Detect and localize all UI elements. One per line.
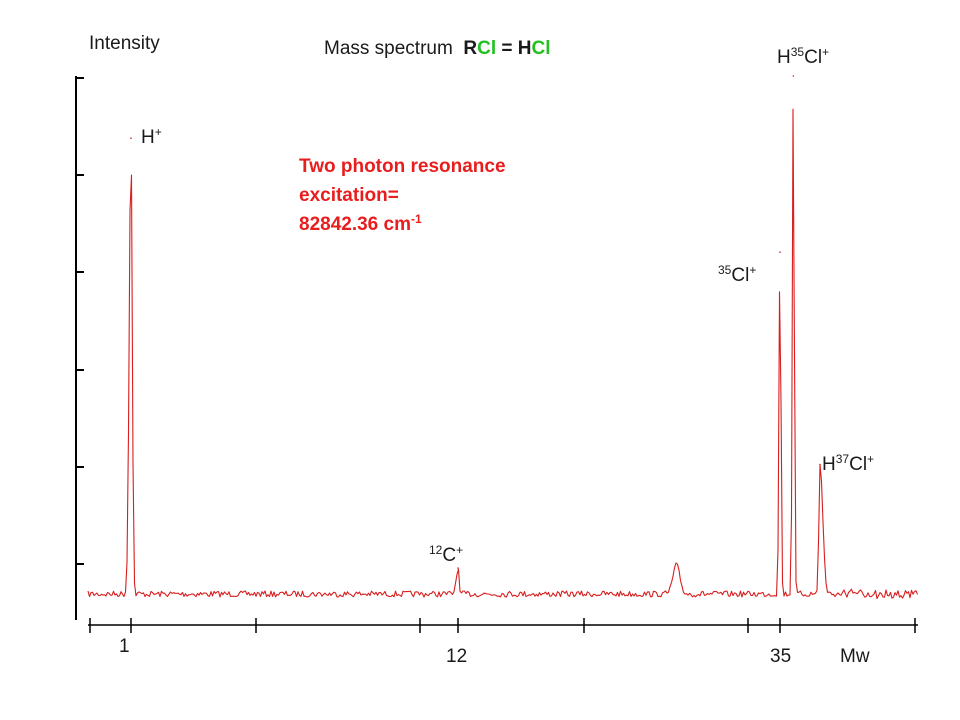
spectrum-line <box>87 108 919 600</box>
x-tick-label-12: 12 <box>446 646 468 667</box>
peak-apex-4 <box>819 463 821 466</box>
chart-axes <box>75 76 918 633</box>
title-formula-cl-2: Cl <box>531 38 551 59</box>
x-tick-label-35: 35 <box>770 646 792 667</box>
annotation-line-1: Two photon resonance <box>299 156 506 177</box>
annotation-value: 82842.36 cm <box>299 214 411 235</box>
peak-apex-3 <box>792 75 795 77</box>
title-text: Mass spectrum <box>324 38 453 59</box>
peak-apex-2 <box>779 251 781 253</box>
annotation-line-3: 82842.36 cm-1 <box>299 210 506 239</box>
title-formula-cl-1: Cl <box>477 38 497 59</box>
title-formula-r: R <box>463 38 478 59</box>
peak-label-h35cl-plus: H35Cl+ <box>777 45 830 68</box>
peak-label-c12-plus: 12C+ <box>429 543 464 566</box>
title-formula-eq: = H <box>496 38 532 59</box>
peak-label-h37cl-plus: H37Cl+ <box>822 452 875 475</box>
peak-apex-0 <box>130 137 132 139</box>
peak-label-h-plus: H+ <box>141 125 162 148</box>
peak-apex-1 <box>457 567 459 569</box>
y-axis-label: Intensity <box>89 33 160 54</box>
spectrum-trace <box>87 75 919 600</box>
annotation-line-2: excitation= <box>299 185 399 206</box>
peak-label-cl35-plus: 35Cl+ <box>718 263 757 286</box>
excitation-annotation: Two photon resonance excitation= 82842.3… <box>299 152 506 239</box>
x-axis-label: Mw <box>840 646 870 667</box>
annotation-exponent: -1 <box>411 212 422 226</box>
chart-title: Mass spectrum RCl = HCl <box>324 38 550 60</box>
x-tick-label-1: 1 <box>119 636 130 657</box>
